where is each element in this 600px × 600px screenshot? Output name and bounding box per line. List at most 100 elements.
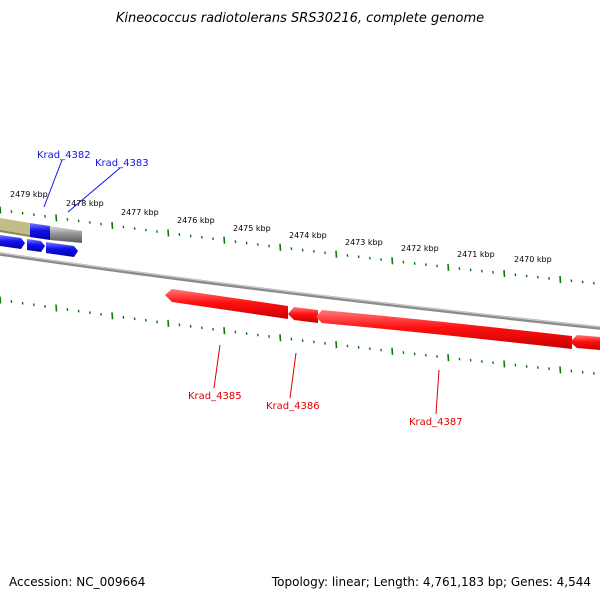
upper-track-minor-tick [324, 251, 326, 255]
upper-track-minor-tick [436, 264, 438, 268]
kbp-label: 2478 kbp [66, 199, 104, 208]
lower-track-minor-tick [525, 364, 528, 368]
gene-label-reverse[interactable]: Krad_4385 [188, 391, 242, 402]
accession-text: Accession: NC_009664 [9, 575, 145, 589]
upper-track-minor-tick [189, 234, 192, 238]
upper-track-minor-tick [458, 267, 461, 271]
kbp-label: 2474 kbp [289, 231, 327, 240]
upper-track-major-tick [55, 214, 58, 222]
lower-track-major-tick [391, 347, 394, 355]
forward-gene-arrow[interactable] [46, 242, 78, 257]
upper-track-minor-tick [66, 217, 69, 221]
gene-label-forward[interactable]: Krad_4382 [37, 150, 91, 161]
upper-track-minor-tick [77, 219, 80, 223]
lower-track-major-tick [167, 319, 170, 327]
lower-track-minor-tick [10, 300, 13, 304]
reverse-gene-labels: Krad_4385 Krad_4386 Krad_4387 [188, 344, 463, 428]
lower-track-minor-tick [357, 345, 360, 349]
upper-track-minor-tick [144, 228, 147, 232]
reverse-gene-arrow[interactable] [165, 289, 288, 319]
upper-track-minor-tick [469, 268, 472, 272]
gene-label-forward[interactable]: Krad_4383 [95, 158, 149, 169]
reverse-strand-region [165, 289, 600, 350]
reverse-gene-arrow[interactable] [288, 307, 318, 323]
upper-track-minor-tick [581, 280, 584, 284]
kbp-label: 2471 kbp [457, 250, 495, 259]
upper-track-minor-tick [44, 214, 46, 218]
upper-track-minor-tick [480, 269, 483, 273]
lower-track-minor-tick [514, 363, 517, 367]
gene-label-reverse[interactable]: Krad_4387 [409, 417, 463, 428]
leader-line [435, 369, 440, 415]
kbp-label: 2472 kbp [401, 244, 439, 253]
lower-track-minor-tick [469, 358, 472, 362]
lower-track-minor-tick [290, 337, 293, 341]
kbp-label: 2470 kbp [514, 255, 552, 264]
upper-track-minor-tick [548, 276, 550, 280]
lower-track-minor-tick [21, 301, 24, 305]
lower-track-minor-tick [133, 317, 136, 321]
forward-gene-arrow[interactable] [27, 239, 45, 252]
upper-track-minor-tick [178, 232, 181, 236]
kbp-label: 2476 kbp [177, 216, 215, 225]
lower-track-minor-tick [100, 312, 102, 316]
upper-track-minor-tick [492, 270, 494, 274]
gene-label-reverse[interactable]: Krad_4386 [266, 401, 320, 412]
leader-line [289, 352, 297, 399]
forward-gene-labels: Krad_4382 Krad_4383 [37, 150, 149, 213]
lower-track-minor-tick [413, 352, 416, 356]
upper-track-minor-tick [301, 248, 304, 252]
upper-track-major-tick [111, 221, 114, 230]
leader-line [213, 344, 221, 389]
genome-backbone [0, 252, 600, 330]
upper-tick-track [0, 206, 595, 285]
lower-track-minor-tick [212, 327, 214, 331]
genome-backbone-highlight [0, 252, 600, 328]
upper-track-major-tick [391, 257, 394, 265]
lower-track-major-tick [447, 354, 450, 362]
lower-track-major-tick [223, 327, 226, 335]
upper-track-minor-tick [200, 235, 203, 239]
upper-track-minor-tick [424, 263, 427, 267]
upper-track-minor-tick [245, 241, 248, 245]
upper-track-minor-tick [21, 211, 24, 215]
upper-track-minor-tick [536, 275, 539, 279]
upper-track-minor-tick [10, 210, 13, 214]
lower-track-minor-tick [44, 304, 46, 308]
lower-track-minor-tick [380, 348, 382, 352]
upper-track-minor-tick [357, 255, 360, 259]
lower-track-major-tick [111, 312, 114, 320]
upper-track-minor-tick [156, 230, 158, 233]
reverse-gene-arrow[interactable] [316, 310, 572, 349]
upper-track-minor-tick [402, 260, 405, 264]
topology-text: Topology: linear; Length: 4,761,183 bp; … [271, 575, 591, 589]
lower-track-major-tick [55, 304, 58, 312]
upper-track-major-tick [279, 243, 282, 251]
lower-track-minor-tick [88, 311, 91, 315]
lower-track-minor-tick [32, 303, 35, 307]
lower-track-minor-tick [245, 332, 248, 335]
lower-track-minor-tick [592, 371, 595, 375]
forward-gene-arrow[interactable] [0, 235, 25, 249]
upper-track-minor-tick [268, 244, 270, 248]
leader-line [43, 159, 63, 208]
upper-track-major-tick [447, 263, 450, 271]
lower-track-minor-tick [144, 318, 147, 322]
lower-tick-track [0, 296, 595, 375]
upper-track-minor-tick [88, 221, 91, 224]
reverse-gene-arrow[interactable] [570, 335, 600, 350]
kbp-label: 2473 kbp [345, 238, 383, 247]
upper-track-minor-tick [256, 243, 259, 246]
lower-track-minor-tick [368, 347, 371, 351]
leader-line [67, 167, 121, 213]
highlight-band-edge [0, 230, 30, 237]
upper-track-minor-tick [100, 222, 102, 226]
kbp-label-group: 2479 kbp 2478 kbp 2477 kbp 2476 kbp 2475… [10, 190, 552, 264]
lower-track-major-tick [559, 366, 562, 374]
lower-track-minor-tick [77, 309, 80, 313]
upper-track-minor-tick [514, 273, 517, 277]
upper-track-major-tick [335, 250, 338, 258]
lower-track-minor-tick [256, 333, 259, 337]
upper-track-minor-tick [212, 237, 214, 241]
